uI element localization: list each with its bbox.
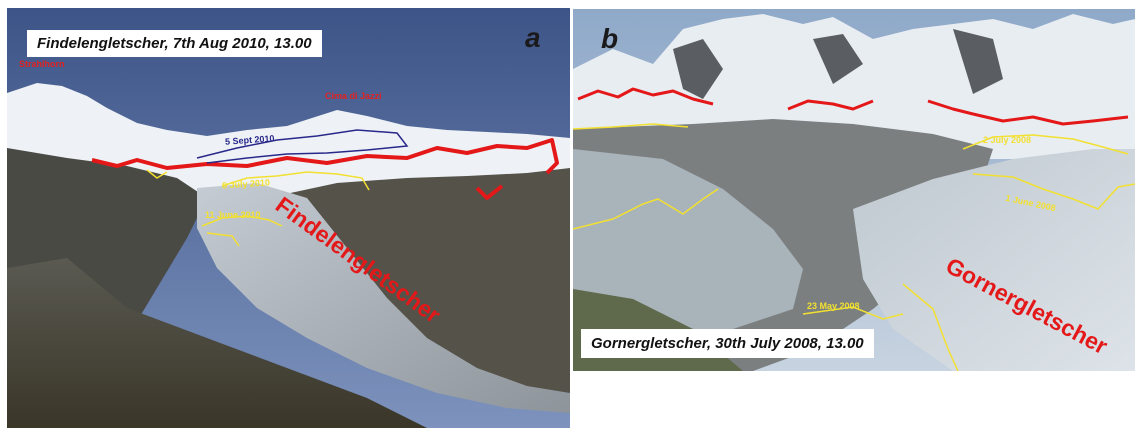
line-label-june: 11 June 2010	[205, 210, 261, 220]
peak-label-left: Strahlhorn	[19, 59, 65, 69]
side-glacier	[573, 149, 803, 344]
panel-letter-a: a	[525, 22, 541, 53]
panel-letter-b: b	[601, 23, 619, 54]
snowline-red	[91, 138, 559, 200]
foreground-slope	[7, 258, 427, 428]
panel-b-photo	[573, 9, 1135, 371]
snowline-blue	[196, 129, 409, 164]
caption-panel-b: Gornergletscher, 30th July 2008, 13.00	[581, 329, 874, 358]
line-label-may: 23 May 2008	[807, 301, 860, 311]
glacier-tongue	[197, 183, 570, 413]
snowline-yellow-june	[972, 173, 1135, 210]
photo-panel-b: Gornergletscher, 30th July 2008, 13.00 b…	[573, 9, 1135, 371]
rock-outcrops	[673, 29, 1003, 99]
snowline-yellow-july	[962, 134, 1129, 155]
glacier-body	[853, 149, 1135, 371]
right-rock-slope	[267, 168, 570, 398]
panel-a-photo	[7, 8, 570, 428]
snowline-red	[577, 87, 1129, 126]
snowline-yellow-june	[201, 215, 283, 247]
peak-label-right: Cima di Jazzi	[325, 91, 382, 101]
snowline-yellow-may	[802, 283, 959, 371]
line-label-july: 2 July 2008	[983, 135, 1032, 145]
photo-panel-a: Findelengletscher, 7th Aug 2010, 13.00 a…	[7, 8, 570, 428]
snowline-yellow-july	[146, 169, 370, 191]
snowline-yellow-left	[573, 123, 719, 230]
caption-panel-a: Findelengletscher, 7th Aug 2010, 13.00	[27, 30, 322, 57]
